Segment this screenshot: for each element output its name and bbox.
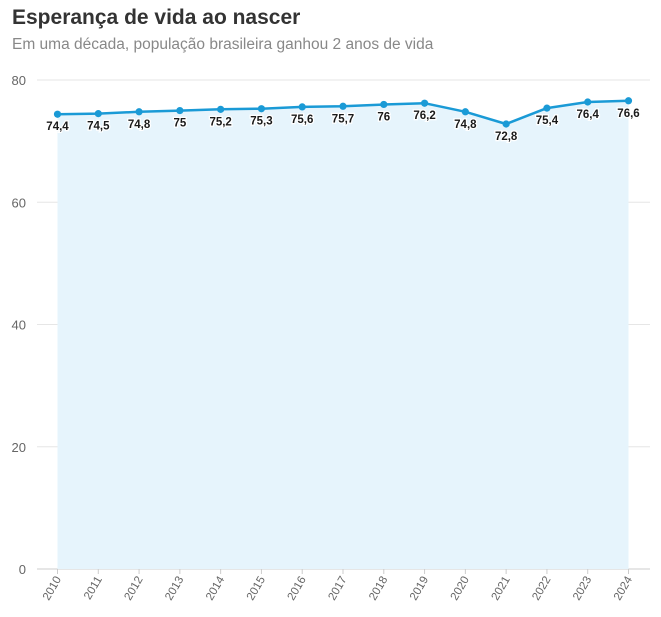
- data-point: [461, 108, 469, 116]
- data-label: 74,8: [128, 119, 151, 131]
- data-point: [94, 110, 102, 118]
- y-tick-label: 80: [12, 73, 26, 88]
- data-label: 75,6: [291, 114, 313, 126]
- data-label: 75,3: [250, 116, 272, 128]
- data-point: [298, 103, 306, 111]
- data-point: [420, 99, 429, 107]
- chart-subtitle: Em uma década, população brasileira ganh…: [12, 36, 434, 53]
- data-label: 76,2: [413, 110, 435, 122]
- x-tick-label: 2022: [530, 575, 553, 603]
- x-tick-label: 2021: [490, 575, 513, 603]
- x-tick-label: 2019: [408, 575, 431, 603]
- data-point: [53, 110, 62, 118]
- x-tick-label: 2013: [163, 575, 186, 603]
- y-tick-label: 40: [12, 318, 26, 333]
- x-tick-label: 2023: [571, 575, 594, 603]
- x-tick-label: 2016: [286, 575, 309, 603]
- data-label: 75,4: [536, 115, 559, 127]
- data-point: [543, 104, 551, 112]
- data-label: 72,8: [495, 131, 518, 143]
- area-fill: [57, 100, 629, 570]
- x-tick-label: 2020: [449, 575, 472, 603]
- data-point: [584, 98, 592, 106]
- data-label: 76,4: [577, 109, 600, 121]
- data-label: 75: [173, 118, 186, 130]
- x-tick-label: 2010: [41, 575, 64, 603]
- data-label: 74,5: [87, 121, 110, 133]
- x-tick-label: 2014: [204, 574, 227, 603]
- data-label: 74,8: [454, 119, 477, 131]
- y-tick-label: 0: [19, 562, 26, 577]
- x-tick-label: 2015: [245, 575, 268, 603]
- data-label: 75,7: [332, 113, 354, 125]
- x-tick-label: 2018: [367, 575, 390, 603]
- x-tick-label: 2024: [612, 574, 635, 603]
- data-point: [176, 106, 184, 115]
- x-tick-label: 2012: [122, 575, 145, 603]
- data-label: 75,2: [209, 116, 231, 128]
- data-point: [217, 105, 225, 113]
- data-point: [502, 120, 510, 128]
- data-label: 76,6: [617, 108, 639, 120]
- data-point: [135, 108, 143, 116]
- data-point: [257, 105, 266, 113]
- data-label: 74,4: [46, 121, 69, 133]
- x-tick-label: 2011: [82, 575, 105, 602]
- data-point: [380, 100, 388, 109]
- y-tick-label: 60: [12, 195, 26, 210]
- chart-title: Esperança de vida ao nascer: [12, 6, 301, 29]
- data-point: [339, 102, 347, 110]
- data-label: 76: [377, 111, 390, 123]
- y-tick-label: 20: [12, 440, 26, 455]
- x-tick-label: 2017: [326, 575, 349, 603]
- data-point: [624, 97, 633, 105]
